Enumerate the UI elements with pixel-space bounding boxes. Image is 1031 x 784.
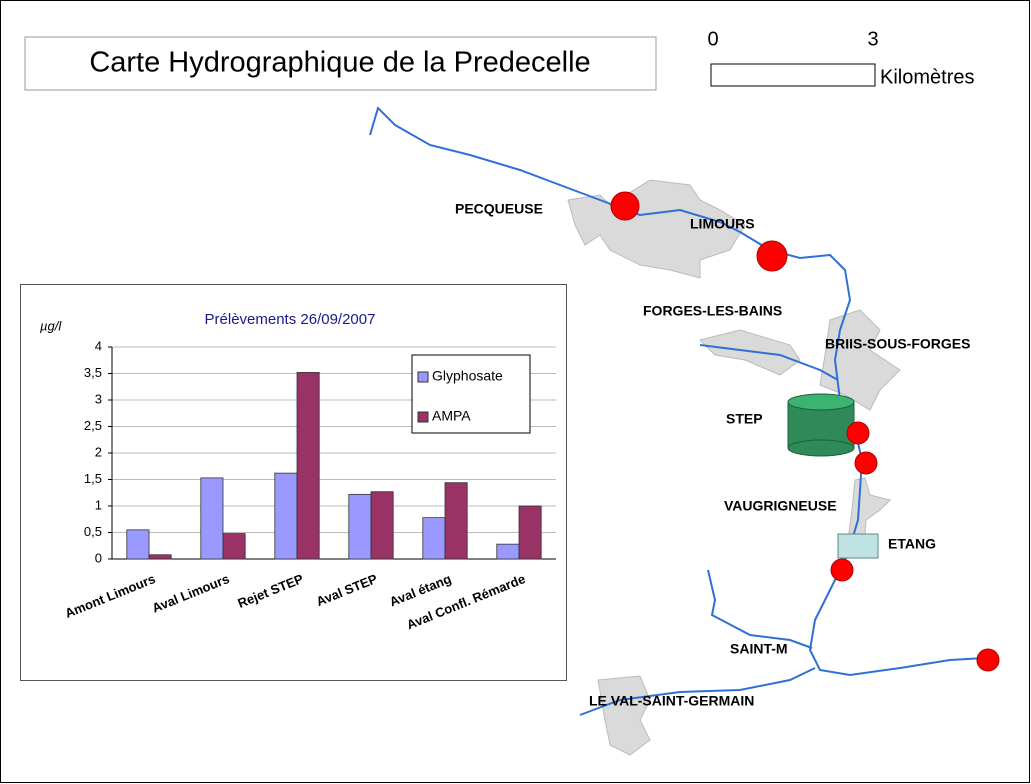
legend-swatch [417, 411, 429, 423]
legend-box [411, 354, 531, 434]
place-label: STEP [726, 411, 763, 427]
bar [348, 493, 372, 560]
town-val [597, 675, 651, 756]
y-axis-label: µg/l [40, 318, 62, 333]
scale-unit: Kilomètres [880, 66, 974, 88]
legend-label: AMPA [432, 408, 471, 424]
bar [370, 491, 394, 560]
scale-label: 0 [707, 28, 718, 50]
river-remarde [579, 667, 816, 716]
legend-label: Glyphosate [432, 368, 503, 384]
legend-swatch [417, 371, 429, 383]
step-bottom [787, 439, 855, 457]
place-label: VAUGRIGNEUSE [724, 498, 837, 514]
bar [148, 554, 172, 560]
y-tick-label: 1,5 [84, 471, 102, 486]
point [846, 421, 870, 445]
point [976, 648, 1000, 672]
chart: Prélèvements 26/09/2007 µg/l 0 0,5 1 1,5 2 2,… [20, 284, 567, 681]
y-tick-label: 0,5 [84, 524, 102, 539]
etang-box [837, 533, 879, 559]
bar [444, 482, 468, 560]
y-tick-label: 4 [95, 338, 102, 353]
chart-title: Prélèvements 26/09/2007 [205, 311, 376, 328]
bar [126, 529, 150, 560]
bar [222, 533, 246, 560]
rivers [369, 106, 986, 716]
bar [422, 517, 446, 560]
place-label: LE VAL-SAINT-GERMAIN [589, 693, 754, 709]
point [756, 240, 788, 272]
place-label: ETANG [888, 536, 936, 552]
place-label: PECQUEUSE [455, 201, 543, 217]
step-top [787, 393, 855, 411]
y-tick-label: 2 [95, 444, 102, 459]
y-tick-label: 2,5 [84, 418, 102, 433]
bar [496, 543, 520, 560]
sampling-points [610, 191, 1000, 672]
bar [274, 472, 298, 560]
place-label: BRIIS-SOUS-FORGES [825, 336, 970, 352]
bar [518, 505, 542, 560]
map-title: Carte Hydrographique de la Predecelle [89, 47, 590, 79]
scale-label: 3 [867, 28, 878, 50]
place-label: SAINT-M [730, 641, 788, 657]
towns [567, 179, 901, 756]
place-label: LIMOURS [690, 216, 755, 232]
point [830, 558, 854, 582]
scale-bar [710, 63, 876, 87]
bar [200, 477, 224, 560]
river-forges [699, 344, 839, 381]
y-tick-label: 1 [95, 497, 102, 512]
y-tick-label: 3,5 [84, 365, 102, 380]
bar [296, 372, 320, 560]
title-box [24, 36, 657, 91]
place-labels: PECQUEUSE LIMOURS FORGES-LES-BAINS BRIIS… [455, 201, 970, 709]
river-tributary [707, 569, 813, 649]
town-forges [699, 329, 801, 376]
place-label: FORGES-LES-BAINS [643, 303, 782, 319]
river-predecelle [369, 106, 986, 677]
point [610, 191, 640, 221]
town-vaugrigneuse [847, 477, 891, 541]
y-tick-label: 3 [95, 391, 102, 406]
y-tick-label: 0 [95, 550, 102, 565]
point [854, 451, 878, 475]
